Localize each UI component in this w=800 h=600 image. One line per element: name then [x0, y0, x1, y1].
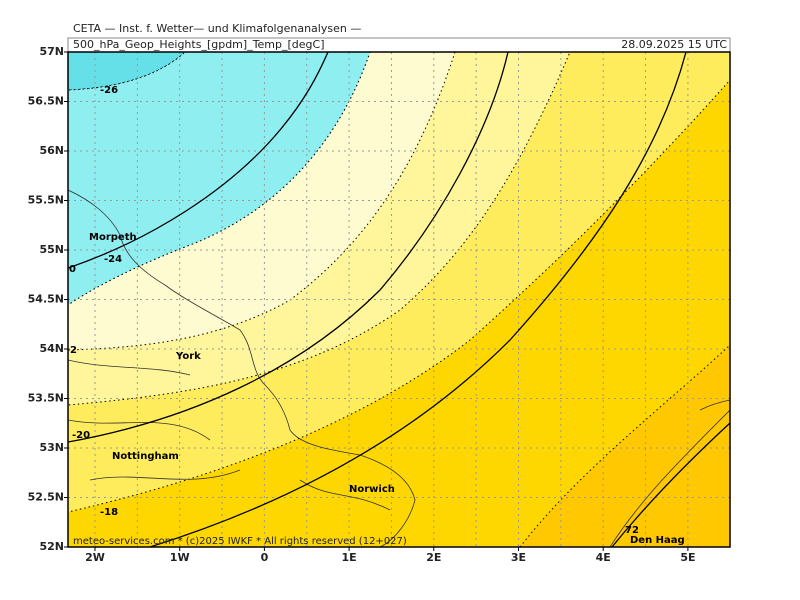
- lat-label: 54N: [39, 342, 64, 355]
- contour-label: 2: [70, 345, 77, 356]
- place-label: York: [175, 351, 201, 362]
- contour-label: -24: [104, 254, 122, 265]
- lat-label: 55N: [39, 243, 64, 256]
- lat-label: 53N: [39, 441, 64, 454]
- header-title: CETA — Inst. f. Wetter— und Klimafolgena…: [73, 22, 361, 35]
- lat-label: 52N: [39, 540, 64, 553]
- contour-labels: -26 -24 -20 -18 0 2 72: [69, 85, 639, 536]
- lon-label: 1E: [342, 551, 357, 564]
- contour-label: -18: [100, 507, 118, 518]
- lat-label: 56.5N: [28, 95, 64, 108]
- header-right: 28.09.2025 15 UTC: [621, 38, 727, 51]
- contour-label: 72: [625, 525, 639, 536]
- band-orange: [519, 344, 730, 547]
- map-area: [68, 52, 730, 547]
- geopotential-contour: [611, 422, 730, 547]
- lat-label: 55.5N: [28, 194, 64, 207]
- contour-label: 0: [69, 264, 76, 275]
- band-cyan: [68, 52, 371, 306]
- header-left: 500_hPa_Geop_Heights_[gpdm]_Temp_[degC]: [73, 38, 325, 51]
- border: [68, 359, 391, 511]
- contour-label: -20: [72, 430, 90, 441]
- geopotential-contour: [68, 52, 329, 269]
- grid: [68, 52, 730, 547]
- lon-label: 2W: [85, 551, 105, 564]
- coastline: [68, 189, 416, 547]
- lat-label: 57N: [39, 45, 64, 58]
- axes: 57N 56.5N 56N 55.5N 55N 54.5N 54N 53.5N 53N 52.5N…: [28, 45, 696, 564]
- geopotential-contour: [149, 52, 687, 547]
- place-label: Nottingham: [112, 451, 179, 462]
- lat-label: 56N: [39, 144, 64, 157]
- lon-label: 3E: [511, 551, 526, 564]
- coastline: [609, 399, 730, 547]
- lon-label: 2E: [426, 551, 441, 564]
- geopotential-contour: [68, 52, 509, 443]
- lon-label: 1W: [170, 551, 190, 564]
- lat-label: 52.5N: [28, 491, 64, 504]
- lat-label: 53.5N: [28, 392, 64, 405]
- band-teal: [68, 52, 186, 91]
- lon-label: 5E: [680, 551, 695, 564]
- lat-label: 54.5N: [28, 293, 64, 306]
- contour-label: -26: [100, 85, 118, 96]
- lon-label: 4E: [596, 551, 611, 564]
- footer: meteo-services.com * (c)2025 IWKF * All …: [73, 536, 407, 547]
- place-label: Morpeth: [89, 232, 137, 243]
- place-label: Norwich: [349, 484, 395, 495]
- places: Morpeth York Nottingham Norwich Den Haag: [89, 232, 685, 546]
- lon-label: 0: [261, 551, 269, 564]
- place-label: Den Haag: [630, 535, 685, 546]
